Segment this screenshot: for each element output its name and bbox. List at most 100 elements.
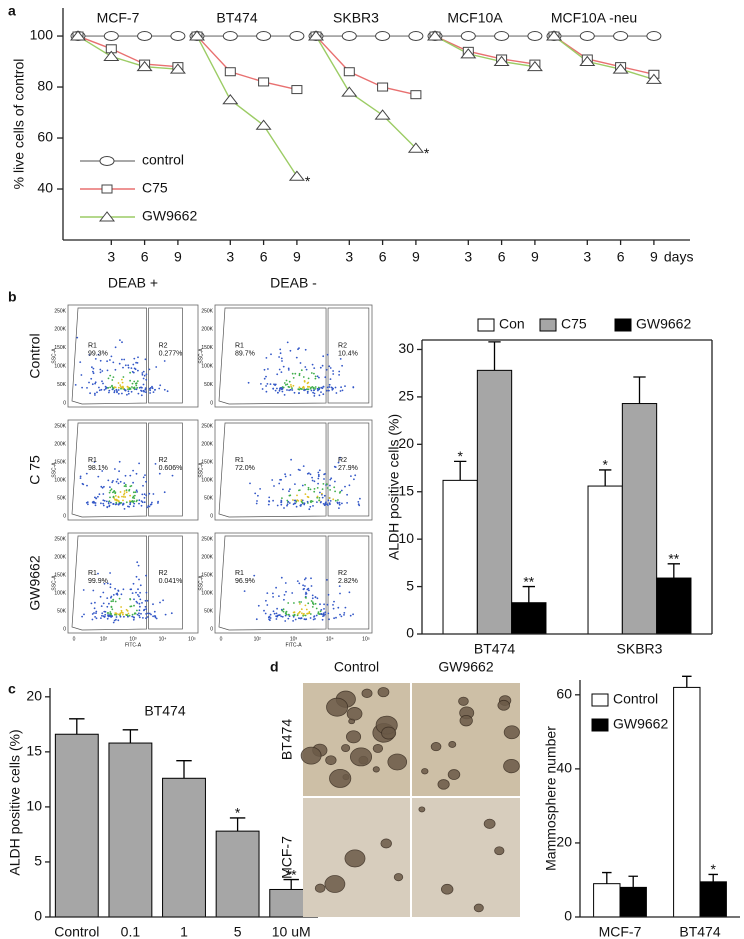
flow-dot: [126, 393, 128, 396]
flow-dot: [311, 500, 314, 503]
flow-dot: [115, 618, 117, 621]
flow-dot: [282, 608, 285, 611]
gate-r2: [148, 307, 183, 404]
flow-dot: [308, 589, 310, 592]
flow-dot: [107, 377, 110, 380]
flow-dot: [344, 606, 347, 609]
flow-x-tick: 10⁵: [362, 636, 370, 642]
flow-dot: [108, 389, 111, 392]
flow-dot: [270, 353, 272, 356]
flow-dot: [292, 499, 294, 501]
flow-dot: [308, 386, 311, 388]
flow-dot: [339, 592, 341, 595]
flow-dot: [136, 609, 138, 612]
flow-x-tick: 10³: [129, 636, 137, 642]
flow-dot: [117, 619, 120, 622]
flow-y-tick: 100K: [201, 477, 213, 483]
error-bar: [708, 873, 718, 882]
y-tick-label: 10: [398, 530, 414, 546]
flow-y-tick: 150K: [54, 572, 66, 578]
flow-dot: [282, 365, 285, 368]
error-bar: [522, 585, 535, 603]
flow-y-tick: 200K: [54, 554, 66, 560]
flow-dot: [286, 499, 289, 502]
sphere: [494, 846, 505, 856]
bar: [656, 577, 692, 635]
flow-dot: [145, 617, 147, 620]
flow-dot: [314, 375, 317, 378]
flow-dot: [118, 613, 120, 616]
flow-dot: [117, 500, 120, 502]
gate-r2: [148, 535, 183, 630]
flow-dot: [298, 601, 301, 603]
flow-dot: [322, 393, 325, 396]
flow-dot: [281, 388, 283, 390]
flow-dot: [98, 386, 100, 389]
flow-dot: [334, 499, 337, 502]
column-label: DEAB -: [270, 275, 317, 291]
annotation: *: [602, 457, 608, 473]
flow-dot: [92, 501, 95, 504]
marker: [375, 31, 391, 42]
marker: [494, 31, 510, 42]
flow-dot: [288, 490, 290, 493]
flow-dot: [128, 489, 131, 492]
flow-dot: [305, 608, 308, 611]
series-line: [434, 35, 536, 65]
flow-dot: [337, 499, 339, 501]
flow-dot: [288, 615, 291, 617]
gate-r1: [218, 307, 327, 405]
flow-dot: [106, 617, 109, 620]
flow-dot: [288, 502, 291, 504]
x-tick-label: MCF-7: [599, 924, 642, 939]
flow-dot: [109, 386, 112, 389]
flow-dot: [282, 610, 285, 613]
bar: [593, 883, 621, 918]
flow-dot: [338, 374, 340, 376]
flow-dot: [108, 504, 111, 507]
flow-dot: [163, 360, 166, 362]
y-tick-label: 80: [37, 78, 53, 94]
flow-dot: [166, 390, 169, 393]
flow-dot: [340, 615, 343, 618]
series-line: [77, 35, 178, 70]
error-bar: [682, 675, 692, 688]
flow-dot: [319, 610, 322, 613]
flow-dot: [321, 364, 324, 367]
flow-dot: [279, 352, 282, 355]
flow-dot: [120, 387, 122, 390]
flow-dot: [309, 473, 312, 476]
flow-dot: [109, 586, 112, 589]
flow-dot: [107, 387, 110, 389]
flow-dot: [304, 493, 307, 495]
legend-label: C75: [142, 180, 168, 196]
flow-dot: [103, 499, 106, 502]
flow-dot: [97, 572, 99, 575]
flow-dot: [114, 503, 117, 506]
flow-dot: [117, 503, 120, 506]
flow-dot: [142, 617, 144, 619]
gate-value: 0.277%: [159, 351, 183, 358]
flow-dot: [286, 341, 289, 344]
flow-dot: [121, 358, 123, 361]
flow-dot: [106, 582, 109, 585]
flow-dot: [314, 596, 317, 599]
flow-dot: [115, 499, 118, 502]
flow-dot: [119, 491, 122, 493]
flow-dot: [339, 390, 342, 392]
flow-dot: [298, 388, 301, 391]
gate-value: 0.606%: [159, 465, 183, 472]
flow-dot: [316, 501, 318, 503]
flow-dot: [126, 385, 129, 388]
flow-dot: [321, 488, 324, 490]
flow-dot: [272, 387, 275, 390]
flow-dot: [253, 574, 256, 577]
x-tick-label: 3: [583, 249, 591, 265]
flow-dot: [117, 382, 120, 384]
flow-dot: [329, 489, 331, 491]
flow-dot: [107, 502, 110, 505]
flow-dot: [79, 477, 82, 479]
flow-dot: [317, 482, 319, 485]
flow-dot: [321, 496, 324, 499]
flow-dot: [114, 587, 116, 590]
